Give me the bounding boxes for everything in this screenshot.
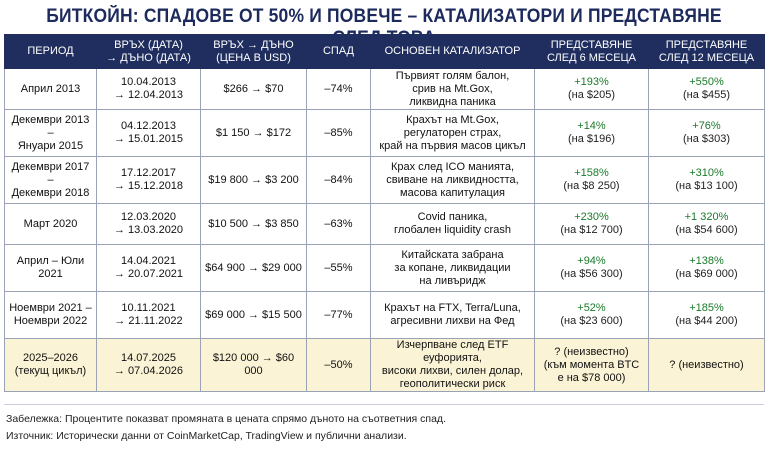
table-row: Ноември 2021 – Ноември 2022 10.11.2021 → 2…: [4, 291, 765, 339]
header-drop: СПАД: [306, 34, 371, 69]
note-text: Забележка: Процентите показват промяната…: [6, 413, 446, 425]
header-dates: ВРЪХ (ДАТА) → ДЪНО (ДАТА): [96, 34, 201, 69]
cell-after-6m: +14% (на $196): [534, 109, 649, 157]
cell-period: Декември 2017 – Декември 2018: [4, 156, 97, 204]
table-row-current: 2025–2026 (текущ цикъл) 14.07.2025 → 07.04…: [4, 338, 765, 392]
cell-catalyst: Първият голям балон, срив на Mt.Gox, ликви…: [370, 68, 535, 110]
cell-catalyst: Covid паника, глобален liquidity crash: [370, 203, 535, 245]
cell-period: Ноември 2021 – Ноември 2022: [4, 291, 97, 339]
cell-dates: 14.07.2025 → 07.04.2026: [96, 338, 201, 392]
cell-drop: –84%: [306, 156, 371, 204]
table-header-row: ПЕРИОД ВРЪХ (ДАТА) → ДЪНО (ДАТА) ВРЪХ → Д…: [4, 34, 765, 69]
cell-after-6m: +230% (на $12 700): [534, 203, 649, 245]
table-row: Април – Юли 2021 14.04.2021 → 20.07.2021 …: [4, 244, 765, 292]
cell-prices: $64 900 → $29 000: [200, 244, 307, 292]
cell-period: Април – Юли 2021: [4, 244, 97, 292]
page-title: БИТКОЙН: СПАДОВЕ ОТ 50% И ПОВЕЧЕ – КАТАЛ…: [46, 6, 722, 49]
cell-after-6m: +158% (на $8 250): [534, 156, 649, 204]
footnotes: Забележка: Процентите показват промяната…: [6, 411, 762, 445]
cell-catalyst: Крах след ICO манията, свиване на ликвидн…: [370, 156, 535, 204]
cell-after-12m: +550% (на $455): [648, 68, 765, 110]
cell-catalyst: Крахът на FTX, Terra/Luna, агресивни лихв…: [370, 291, 535, 339]
cell-period: Декември 2013 – Януари 2015: [4, 109, 97, 157]
cell-period: Март 2020: [4, 203, 97, 245]
cell-after-12m: +185% (на $44 200): [648, 291, 765, 339]
cell-period: 2025–2026 (текущ цикъл): [4, 338, 97, 392]
cell-after-6m: +94% (на $56 300): [534, 244, 649, 292]
cell-prices: $10 500 → $3 850: [200, 203, 307, 245]
cell-dates: 04.12.2013 → 15.01.2015: [96, 109, 201, 157]
cell-dates: 14.04.2021 → 20.07.2021: [96, 244, 201, 292]
table-row: Март 2020 12.03.2020 → 13.03.2020 $10 500…: [4, 203, 765, 245]
cell-prices: $69 000 → $15 500: [200, 291, 307, 339]
cell-drop: –77%: [306, 291, 371, 339]
cell-prices: $1 150 → $172: [200, 109, 307, 157]
header-prices: ВРЪХ → ДЪНО (ЦЕНА В USD): [200, 34, 307, 69]
cell-prices: $120 000 → $60 000: [200, 338, 307, 392]
cell-after-6m: +193% (на $205): [534, 68, 649, 110]
header-after-6m: ПРЕДСТАВЯНЕ СЛЕД 6 МЕСЕЦА: [534, 34, 649, 69]
cell-dates: 10.04.2013 → 12.04.2013: [96, 68, 201, 110]
cell-catalyst: Изчерпване след ETF еуфорията, високи лих…: [370, 338, 535, 392]
cell-prices: $266 → $70: [200, 68, 307, 110]
cell-after-12m: +138% (на $69 000): [648, 244, 765, 292]
header-after-12m: ПРЕДСТАВЯНЕ СЛЕД 12 МЕСЕЦА: [648, 34, 765, 69]
cell-after-6m: ? (неизвестно) (към момента BTC е на $78 0…: [534, 338, 649, 392]
cell-dates: 17.12.2017 → 15.12.2018: [96, 156, 201, 204]
cell-after-6m: +52% (на $23 600): [534, 291, 649, 339]
table-row: Април 2013 10.04.2013 → 12.04.2013 $266 →…: [4, 68, 765, 110]
header-period: ПЕРИОД: [4, 34, 97, 69]
table-row: Декември 2013 – Януари 2015 04.12.2013 → 1…: [4, 109, 765, 157]
cell-period: Април 2013: [4, 68, 97, 110]
cell-after-12m: +310% (на $13 100): [648, 156, 765, 204]
cell-drop: –55%: [306, 244, 371, 292]
cell-catalyst: Китайската забрана за копане, ликвидации н…: [370, 244, 535, 292]
source-text: Източник: Исторически данни от CoinMarke…: [6, 430, 407, 442]
cell-drop: –63%: [306, 203, 371, 245]
drawdowns-table: ПЕРИОД ВРЪХ (ДАТА) → ДЪНО (ДАТА) ВРЪХ → Д…: [4, 34, 765, 392]
cell-after-12m: +76% (на $303): [648, 109, 765, 157]
cell-dates: 10.11.2021 → 21.11.2022: [96, 291, 201, 339]
cell-drop: –85%: [306, 109, 371, 157]
cell-prices: $19 800 → $3 200: [200, 156, 307, 204]
table-row: Декември 2017 – Декември 2018 17.12.2017 →…: [4, 156, 765, 204]
cell-after-12m: ? (неизвестно): [648, 338, 765, 392]
cell-catalyst: Крахът на Mt.Gox, регулаторен страх, край …: [370, 109, 535, 157]
cell-dates: 12.03.2020 → 13.03.2020: [96, 203, 201, 245]
footer-divider: [4, 404, 764, 405]
cell-drop: –50%: [306, 338, 371, 392]
cell-drop: –74%: [306, 68, 371, 110]
header-catalyst: ОСНОВЕН КАТАЛИЗАТОР: [370, 34, 535, 69]
cell-after-12m: +1 320% (на $54 600): [648, 203, 765, 245]
